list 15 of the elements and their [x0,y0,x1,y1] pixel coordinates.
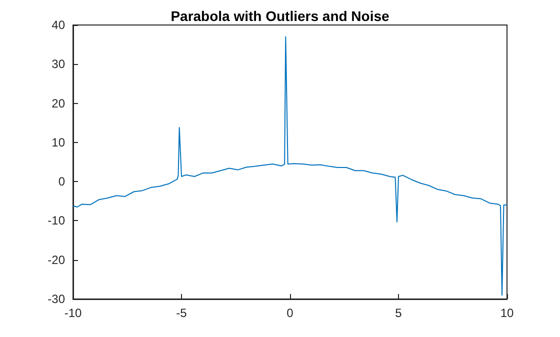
y-tick-label: 0 [58,174,66,189]
x-tick-label: -10 [64,306,82,320]
y-tick-label: -20 [48,252,66,267]
y-tick-label: 40 [52,18,66,32]
x-tick-label: -5 [176,306,188,320]
y-tick-label: 10 [52,135,66,150]
x-tick-label: 10 [500,306,514,320]
y-tick-label: 30 [52,57,66,72]
y-tick-label: 20 [52,96,66,110]
chart-title: Parabola with Outliers and Noise [170,8,390,24]
y-tick-label: -10 [48,214,66,228]
y-tick-label: -30 [48,292,66,306]
line-series [72,36,508,296]
x-tick-label: 5 [395,306,402,320]
x-tick-label: 0 [286,306,294,320]
